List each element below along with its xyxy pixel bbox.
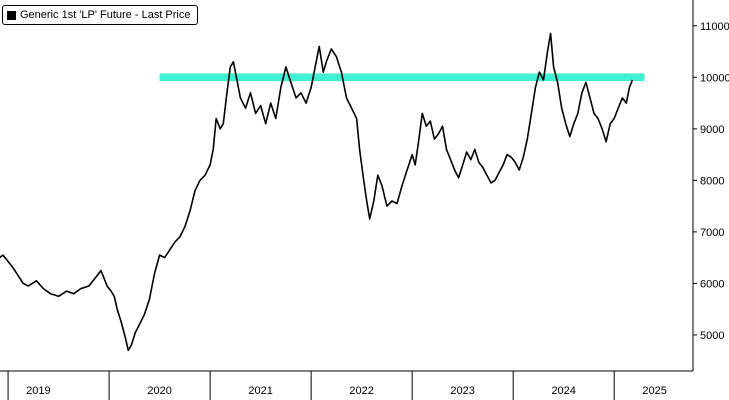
y-tick-label: 7000 xyxy=(700,227,724,239)
series-line xyxy=(0,32,634,352)
y-tick-label: 5000 xyxy=(700,330,724,342)
x-tick-label: 2023 xyxy=(450,385,474,397)
x-tick-label: 2019 xyxy=(26,385,50,397)
y-tick-label: 11000 xyxy=(700,21,729,33)
x-tick-label: 2021 xyxy=(248,385,272,397)
highlight-band xyxy=(159,73,645,82)
legend: Generic 1st 'LP' Future - Last Price xyxy=(2,5,198,25)
y-tick-label: 8000 xyxy=(700,175,724,187)
x-tick-label: 2025 xyxy=(642,385,666,397)
x-tick-label: 2024 xyxy=(551,385,575,397)
y-tick-label: 10000 xyxy=(700,72,729,84)
legend-label: Generic 1st 'LP' Future - Last Price xyxy=(20,9,191,21)
legend-swatch xyxy=(7,10,16,20)
x-tick-label: 2022 xyxy=(349,385,373,397)
y-tick-label: 9000 xyxy=(700,124,724,136)
y-tick-label: 6000 xyxy=(700,278,724,290)
x-tick-label: 2020 xyxy=(147,385,171,397)
